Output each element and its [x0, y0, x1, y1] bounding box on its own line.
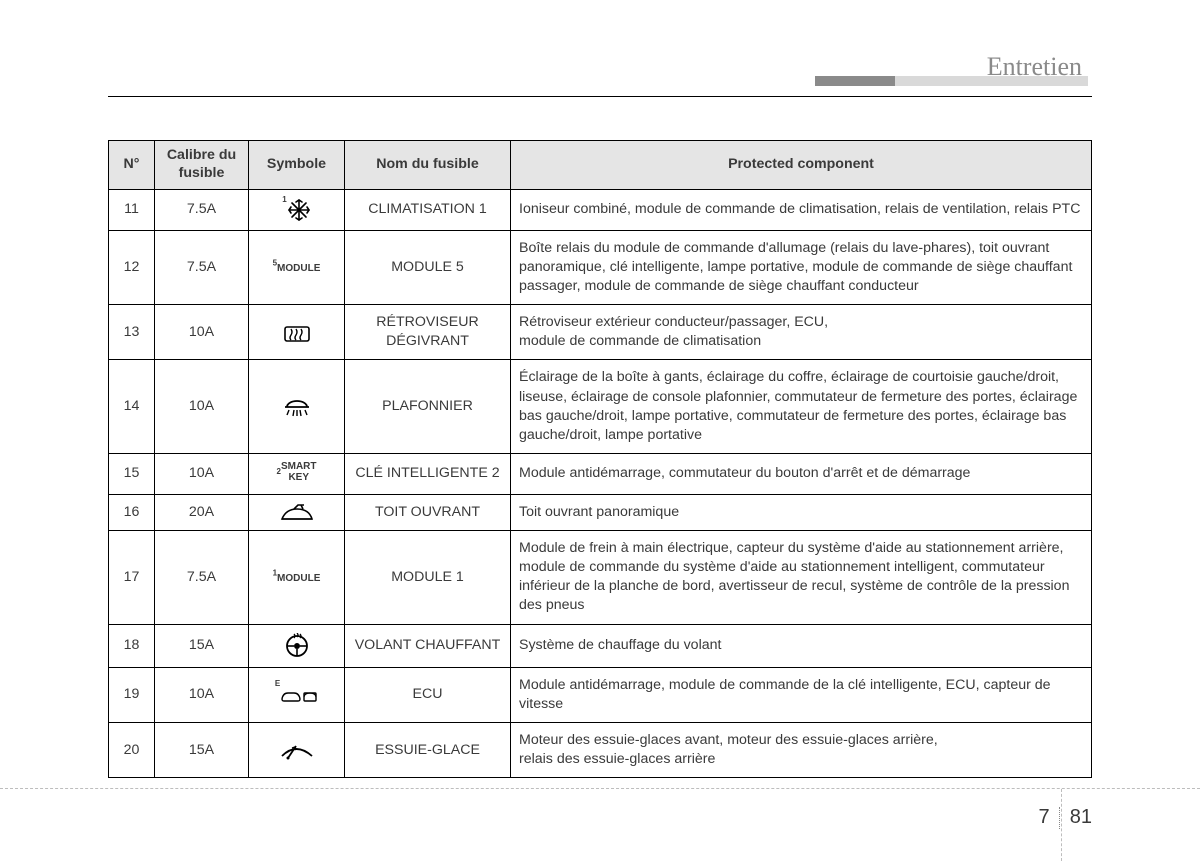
cell-symbol: 2SMARTKEY	[249, 454, 345, 495]
page-number: 81	[1070, 806, 1092, 828]
cell-desc: Toit ouvrant panoramique	[511, 494, 1092, 530]
cell-nom: ESSUIE-GLACE	[345, 722, 511, 777]
page-title: Entretien	[987, 52, 1082, 82]
cell-num: 11	[109, 189, 155, 230]
cell-nom: MODULE 5	[345, 230, 511, 305]
cell-nom: MODULE 1	[345, 530, 511, 624]
cell-calibre: 20A	[155, 494, 249, 530]
cell-num: 13	[109, 305, 155, 360]
cell-calibre: 7.5A	[155, 230, 249, 305]
page-footer: 7 81	[1039, 806, 1093, 829]
cell-calibre: 10A	[155, 305, 249, 360]
cell-desc: Moteur des essuie-glaces avant, moteur d…	[511, 722, 1092, 777]
cell-nom: VOLANT CHAUFFANT	[345, 624, 511, 667]
cell-num: 19	[109, 667, 155, 722]
col-protected-header: Protected component	[511, 141, 1092, 190]
cell-nom: CLIMATISATION 1	[345, 189, 511, 230]
table-row: 16 20A TOIT OUVRANT Toit ouvrant panoram…	[109, 494, 1092, 530]
cell-symbol: 1	[249, 189, 345, 230]
cell-num: 14	[109, 360, 155, 454]
cell-desc: Module antidémarrage, commutateur du bou…	[511, 454, 1092, 495]
footer-dotted-horizontal	[0, 788, 1200, 789]
cell-calibre: 10A	[155, 667, 249, 722]
table-header-row: N° Calibre du fusible Symbole Nom du fus…	[109, 141, 1092, 190]
cell-calibre: 15A	[155, 722, 249, 777]
cell-desc: Système de chauffage du volant	[511, 624, 1092, 667]
cell-calibre: 7.5A	[155, 530, 249, 624]
table-row: 14 10A PLAFONNIER Éclairage de la boîte …	[109, 360, 1092, 454]
table-row: 18 15A VOLANT CHAUFFANT Système de chauf…	[109, 624, 1092, 667]
table-row: 15 10A 2SMARTKEY CLÉ INTELLIGENTE 2 Modu…	[109, 454, 1092, 495]
cell-symbol	[249, 722, 345, 777]
table-row: 19 10A E ECU Module antidémarrage, modul…	[109, 667, 1092, 722]
cell-num: 15	[109, 454, 155, 495]
chapter-number: 7	[1039, 806, 1050, 828]
cell-nom: TOIT OUVRANT	[345, 494, 511, 530]
cell-desc: Rétroviseur extérieur conducteur/passage…	[511, 305, 1092, 360]
cell-nom: ECU	[345, 667, 511, 722]
table-row: 13 10A RÉTROVISEUR DÉGIVRANT Rétroviseur…	[109, 305, 1092, 360]
header-accent-dark	[815, 76, 895, 86]
page-header: Entretien	[0, 58, 1200, 98]
cell-calibre: 15A	[155, 624, 249, 667]
cell-nom: RÉTROVISEUR DÉGIVRANT	[345, 305, 511, 360]
cell-symbol: 5MODULE	[249, 230, 345, 305]
cell-symbol: 1MODULE	[249, 530, 345, 624]
cell-calibre: 10A	[155, 360, 249, 454]
cell-symbol	[249, 305, 345, 360]
cell-num: 12	[109, 230, 155, 305]
cell-symbol: E	[249, 667, 345, 722]
cell-calibre: 10A	[155, 454, 249, 495]
cell-num: 20	[109, 722, 155, 777]
cell-desc: Module de frein à main électrique, capte…	[511, 530, 1092, 624]
table-row: 20 15A ESSUIE-GLACE Moteur des essuie-gl…	[109, 722, 1092, 777]
fuse-table: N° Calibre du fusible Symbole Nom du fus…	[108, 140, 1092, 778]
fuse-table-container: N° Calibre du fusible Symbole Nom du fus…	[108, 140, 1092, 778]
cell-desc: Ioniseur combiné, module de commande de …	[511, 189, 1092, 230]
cell-num: 18	[109, 624, 155, 667]
col-calibre-header: Calibre du fusible	[155, 141, 249, 190]
table-row: 12 7.5A 5MODULE MODULE 5 Boîte relais du…	[109, 230, 1092, 305]
header-rule	[108, 96, 1092, 97]
footer-separator	[1059, 807, 1060, 829]
col-symbole-header: Symbole	[249, 141, 345, 190]
cell-symbol	[249, 360, 345, 454]
col-num-header: N°	[109, 141, 155, 190]
cell-symbol	[249, 494, 345, 530]
cell-calibre: 7.5A	[155, 189, 249, 230]
cell-num: 16	[109, 494, 155, 530]
cell-desc: Boîte relais du module de commande d'all…	[511, 230, 1092, 305]
cell-nom: CLÉ INTELLIGENTE 2	[345, 454, 511, 495]
table-row: 17 7.5A 1MODULE MODULE 1 Module de frein…	[109, 530, 1092, 624]
cell-num: 17	[109, 530, 155, 624]
col-nom-header: Nom du fusible	[345, 141, 511, 190]
cell-desc: Éclairage de la boîte à gants, éclairage…	[511, 360, 1092, 454]
cell-nom: PLAFONNIER	[345, 360, 511, 454]
cell-symbol	[249, 624, 345, 667]
cell-desc: Module antidémarrage, module de commande…	[511, 667, 1092, 722]
table-row: 11 7.5A 1 CLIMATISATION 1 Ioniseur combi…	[109, 189, 1092, 230]
